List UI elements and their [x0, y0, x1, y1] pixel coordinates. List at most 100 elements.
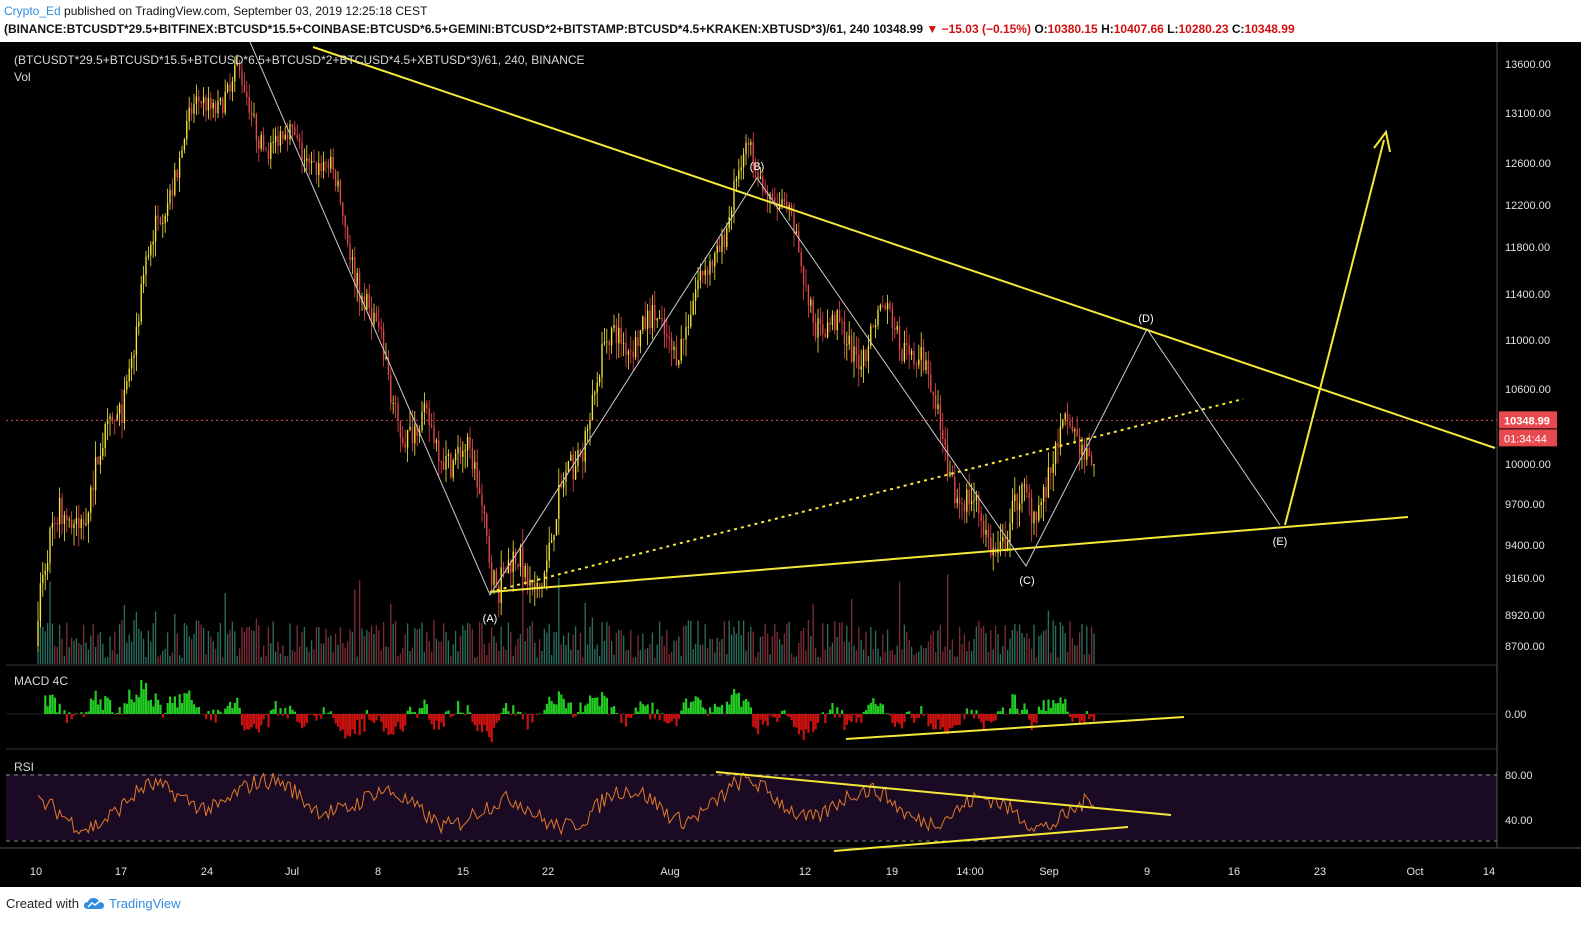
- candle-body: [634, 337, 637, 358]
- macd-bar: [421, 708, 424, 714]
- candle: [541, 582, 543, 598]
- volume-bar: [248, 626, 250, 664]
- volume-bar: [193, 633, 195, 664]
- candle: [894, 316, 896, 339]
- candle: [97, 455, 99, 465]
- volume-bar: [627, 649, 630, 664]
- volume-bar: [265, 656, 267, 664]
- candle: [49, 526, 51, 574]
- candle-body: [214, 102, 217, 114]
- macd-bar: [363, 714, 366, 732]
- macd-bar: [591, 697, 594, 714]
- candle: [186, 110, 188, 146]
- candle: [565, 461, 567, 496]
- macd-bar: [397, 714, 400, 722]
- candle: [157, 205, 159, 231]
- macd-bar: [154, 693, 157, 714]
- candle-body: [817, 318, 819, 338]
- volume-bar: [152, 623, 154, 664]
- macd-bar: [75, 713, 78, 714]
- candle: [92, 470, 94, 507]
- macd-bar: [171, 703, 174, 714]
- candle: [963, 499, 966, 524]
- volume-bar: [966, 651, 968, 664]
- macd-bar: [1049, 708, 1052, 714]
- volume-bar: [471, 628, 474, 664]
- macd-bar: [759, 714, 762, 720]
- volume-bar: [538, 639, 541, 664]
- candle: [850, 328, 853, 364]
- candle-body: [944, 438, 946, 446]
- candle-body: [637, 337, 639, 346]
- candle: [699, 263, 702, 289]
- macd-bar: [361, 714, 364, 720]
- candle-body: [51, 522, 54, 529]
- volume-bar: [387, 646, 390, 664]
- candle-body: [742, 153, 745, 168]
- macd-bar: [805, 714, 808, 730]
- macd-title: MACD 4C: [14, 674, 68, 688]
- volume-bar: [877, 648, 879, 664]
- volume-bar: [1062, 625, 1064, 664]
- candle-body: [867, 346, 870, 362]
- macd-bar: [428, 714, 431, 720]
- candle: [500, 550, 502, 615]
- macd-bar: [865, 710, 868, 714]
- macd-bar: [584, 705, 587, 714]
- macd-bar: [274, 701, 277, 714]
- candle-body: [858, 354, 860, 370]
- macd-bar: [63, 710, 66, 714]
- volume-bar: [118, 624, 121, 664]
- macd-bar: [773, 714, 776, 718]
- volume-bar: [572, 634, 574, 664]
- volume-bar: [591, 617, 594, 664]
- tradingview-brand[interactable]: TradingView: [108, 896, 181, 911]
- candle-body: [373, 312, 375, 325]
- volume-bar: [634, 657, 637, 664]
- macd-bar: [281, 714, 284, 716]
- candle: [277, 125, 279, 155]
- macd-bar: [466, 705, 469, 714]
- volume-bar: [932, 631, 934, 664]
- candle-body: [999, 541, 1002, 549]
- time-tick-label: 16: [1228, 866, 1240, 878]
- candle-body: [70, 519, 73, 529]
- volume-bar: [483, 644, 486, 664]
- candle-body: [598, 377, 601, 383]
- macd-bar: [829, 709, 832, 714]
- candle-body: [754, 165, 757, 172]
- candle-body: [243, 84, 246, 92]
- chart-svg[interactable]: (A)(B)(C)(D)(E) 13600.0013100.0012600.00…: [0, 41, 1581, 887]
- candle: [954, 463, 956, 509]
- volume-bar: [949, 649, 951, 664]
- time-tick-label: 14: [1483, 866, 1495, 878]
- candle-body: [447, 454, 450, 457]
- volume-bar: [793, 657, 795, 664]
- macd-bar: [392, 714, 395, 735]
- candle-body: [121, 404, 123, 423]
- volume-bar: [870, 626, 872, 664]
- candle: [718, 237, 721, 253]
- candle-body: [980, 513, 982, 521]
- macd-bar: [985, 714, 988, 721]
- macd-bar: [598, 706, 601, 714]
- candle: [836, 308, 838, 341]
- volume-bar: [673, 640, 675, 664]
- volume-bar: [541, 650, 543, 664]
- author-link[interactable]: Crypto_Ed: [4, 4, 61, 18]
- macd-bar: [565, 708, 568, 714]
- candle: [618, 313, 620, 358]
- volume-bar: [231, 621, 234, 664]
- candle-body: [1078, 435, 1081, 455]
- volume-bar: [51, 623, 54, 664]
- volume-bar: [524, 641, 526, 664]
- chart-area[interactable]: (A) (B) (C) (D) (E) 13600.00 13100.00 12600.00…: [0, 41, 1581, 887]
- candle-body: [75, 517, 78, 524]
- macd-bar: [754, 714, 757, 729]
- candle-body: [80, 519, 82, 529]
- candle: [747, 137, 750, 158]
- macd-bar: [656, 709, 659, 714]
- macd-bar: [610, 707, 613, 714]
- volume-bar: [363, 635, 366, 664]
- macd-bar: [713, 703, 716, 714]
